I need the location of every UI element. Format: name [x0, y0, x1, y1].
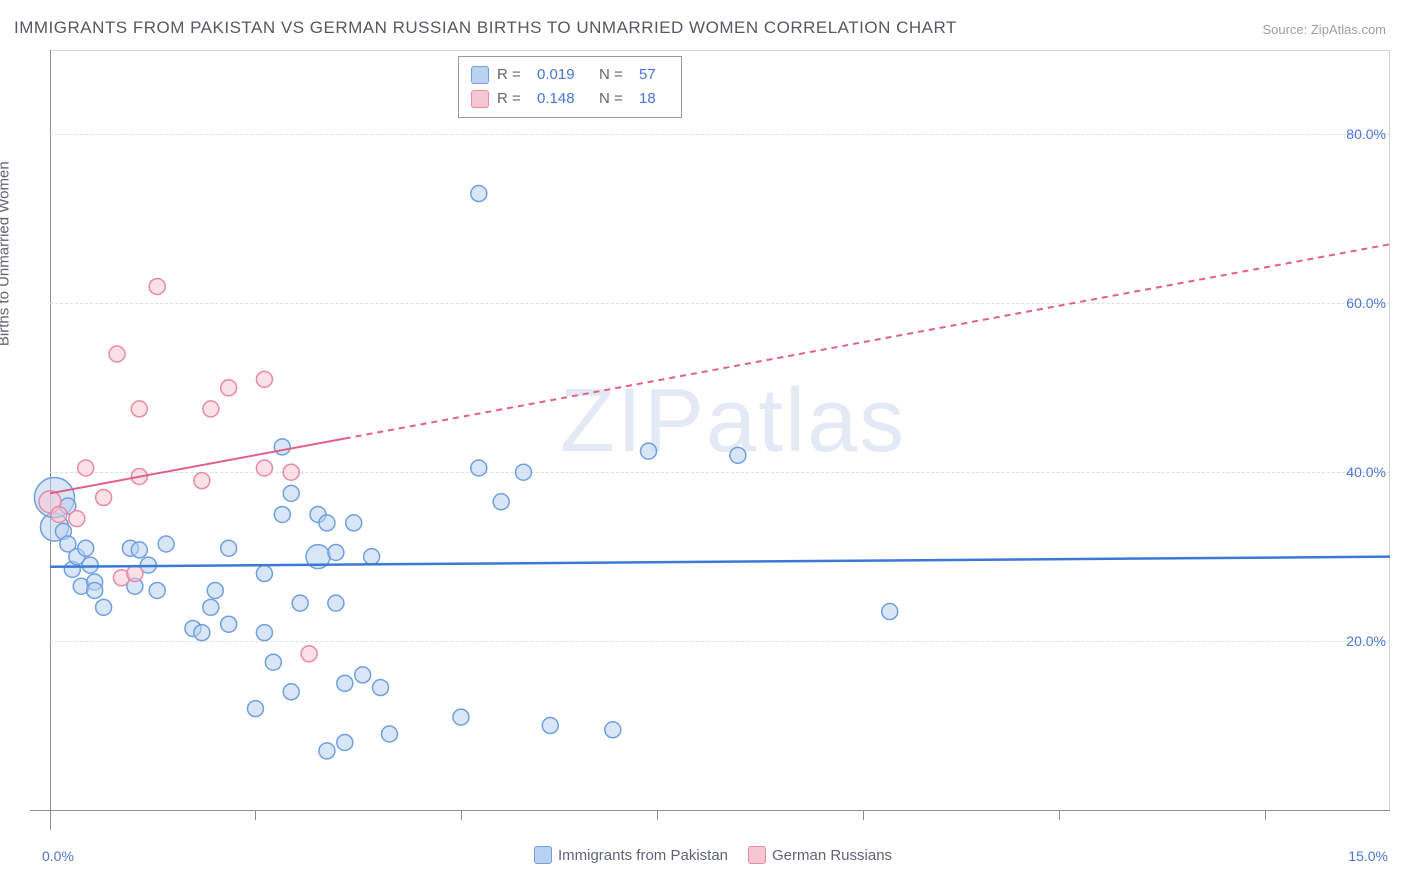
- legend-swatch: [534, 846, 552, 864]
- data-point: [274, 439, 290, 455]
- data-point: [328, 544, 344, 560]
- data-point: [515, 464, 531, 480]
- legend-r-label: R =: [497, 87, 529, 111]
- data-point: [605, 722, 621, 738]
- data-point: [256, 566, 272, 582]
- data-point: [453, 709, 469, 725]
- data-point: [149, 278, 165, 294]
- data-point: [328, 595, 344, 611]
- data-point: [158, 536, 174, 552]
- data-point: [96, 599, 112, 615]
- data-point: [355, 667, 371, 683]
- data-point: [301, 646, 317, 662]
- data-point: [194, 473, 210, 489]
- legend-row: R = 0.148 N = 18: [471, 87, 669, 111]
- trend-line: [50, 557, 1390, 567]
- data-point: [283, 485, 299, 501]
- data-point: [69, 511, 85, 527]
- x-tick: [657, 810, 658, 820]
- x-axis-line: [30, 810, 1390, 811]
- data-point: [256, 371, 272, 387]
- data-point: [203, 599, 219, 615]
- legend-r-label: R =: [497, 63, 529, 87]
- correlation-legend: R = 0.019 N = 57 R = 0.148 N = 18: [458, 56, 682, 118]
- legend-n-label: N =: [599, 63, 631, 87]
- trend-line-extrapolated: [345, 244, 1390, 438]
- data-point: [265, 654, 281, 670]
- x-tick: [1059, 810, 1060, 820]
- data-point: [364, 549, 380, 565]
- legend-swatch: [471, 90, 489, 108]
- legend-series-name: German Russians: [772, 847, 892, 864]
- data-point: [78, 540, 94, 556]
- legend-row: R = 0.019 N = 57: [471, 63, 669, 87]
- data-point: [274, 506, 290, 522]
- data-point: [221, 540, 237, 556]
- legend-n-value: 57: [639, 63, 669, 87]
- data-point: [131, 401, 147, 417]
- data-point: [87, 582, 103, 598]
- data-point: [346, 515, 362, 531]
- legend-series-name: Immigrants from Pakistan: [558, 847, 728, 864]
- data-point: [493, 494, 509, 510]
- data-point: [51, 506, 67, 522]
- legend-r-value: 0.019: [537, 63, 591, 87]
- data-point: [337, 734, 353, 750]
- data-point: [319, 515, 335, 531]
- data-point: [131, 542, 147, 558]
- data-point: [381, 726, 397, 742]
- data-point: [283, 464, 299, 480]
- data-point: [78, 460, 94, 476]
- x-tick: [255, 810, 256, 820]
- data-point: [194, 625, 210, 641]
- data-point: [542, 718, 558, 734]
- data-point: [96, 490, 112, 506]
- data-point: [337, 675, 353, 691]
- data-point: [641, 443, 657, 459]
- data-point: [221, 616, 237, 632]
- data-point: [471, 186, 487, 202]
- data-point: [149, 582, 165, 598]
- data-point: [882, 604, 898, 620]
- data-point: [109, 346, 125, 362]
- data-point: [127, 566, 143, 582]
- series-legend: Immigrants from Pakistan German Russians: [0, 846, 1406, 864]
- data-point: [203, 401, 219, 417]
- data-point: [82, 557, 98, 573]
- x-tick: [1265, 810, 1266, 820]
- y-axis-title: Births to Unmarried Women: [0, 161, 13, 346]
- data-point: [292, 595, 308, 611]
- x-tick: [461, 810, 462, 820]
- scatter-plot-svg: [50, 50, 1390, 810]
- chart-title: IMMIGRANTS FROM PAKISTAN VS GERMAN RUSSI…: [14, 18, 957, 38]
- data-point: [256, 625, 272, 641]
- data-point: [319, 743, 335, 759]
- data-point: [221, 380, 237, 396]
- legend-swatch: [471, 66, 489, 84]
- legend-swatch: [748, 846, 766, 864]
- data-point: [283, 684, 299, 700]
- data-point: [247, 701, 263, 717]
- source-attribution: Source: ZipAtlas.com: [1262, 22, 1386, 37]
- legend-n-label: N =: [599, 87, 631, 111]
- legend-n-value: 18: [639, 87, 669, 111]
- data-point: [207, 582, 223, 598]
- data-point: [471, 460, 487, 476]
- data-point: [373, 680, 389, 696]
- x-tick: [863, 810, 864, 820]
- data-point: [730, 447, 746, 463]
- data-point: [256, 460, 272, 476]
- legend-r-value: 0.148: [537, 87, 591, 111]
